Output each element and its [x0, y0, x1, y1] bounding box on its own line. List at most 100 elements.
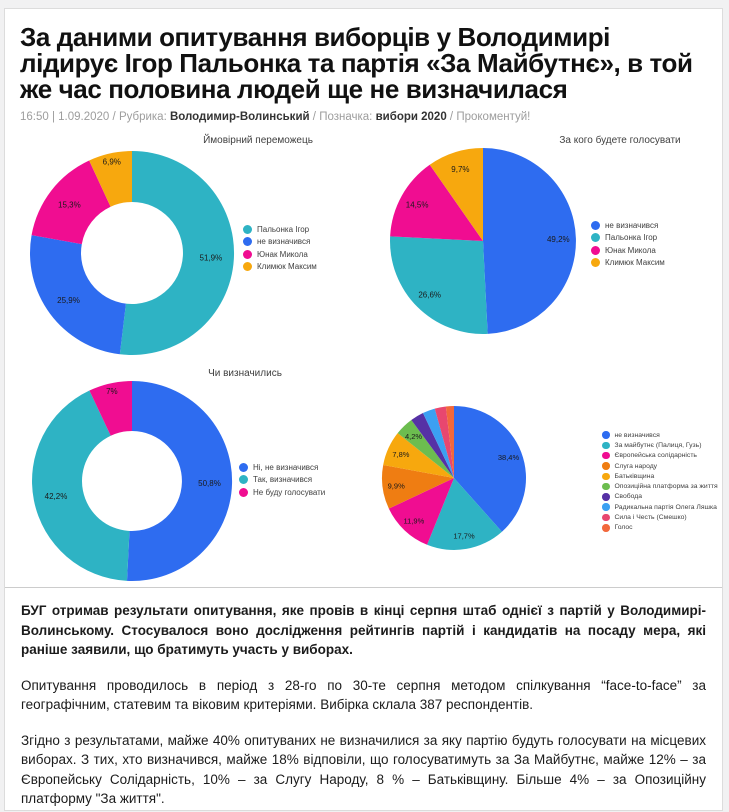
legend-item: Радикальна партія Олега Ляшка — [602, 502, 718, 512]
legend-item: не визначився — [602, 430, 718, 440]
legend-dot-icon — [602, 482, 610, 491]
chart-legend: Ні, не визначився Так, визначився Не буду … — [239, 461, 325, 499]
legend-item: Климюк Максим — [243, 261, 317, 274]
chart-title: Ймовірний переможець — [203, 135, 313, 146]
pie-slice — [445, 406, 454, 478]
legend-dot-icon — [602, 451, 610, 460]
legend-dot-icon — [591, 258, 600, 268]
legend-label: Так, визначився — [253, 475, 313, 485]
slice-percent-label: 7% — [106, 387, 118, 396]
meta-rubric-link[interactable]: Володимир-Волинський — [169, 111, 310, 123]
legend-label: Батьківщина — [614, 472, 655, 480]
slice-percent-label: 25,9% — [57, 296, 80, 305]
pie-slice — [388, 478, 454, 545]
legend-item: Пальонка Ігор — [591, 232, 665, 245]
legend-item: Юнак Микола — [591, 244, 665, 257]
divider — [5, 587, 722, 588]
article-meta: 16:50 | 1.09.2020 / Рубрика: Володимир-В… — [20, 111, 707, 123]
legend-item: не визначився — [243, 236, 317, 249]
chart-who-will-you-vote-for: 49,2% 26,6% 14,5% 9,7% За кого будете голосу… — [369, 131, 729, 359]
legend-label: Свобода — [614, 493, 643, 501]
legend-item: Ні, не визначився — [239, 461, 325, 474]
charts-grid: 51,9% 25,9% 15,3% 6,9% Ймовірний переможець П… — [5, 131, 722, 587]
legend-dot-icon — [243, 224, 252, 234]
chart-legend: Пальонка Ігор не визначився Юнак Микола Кли… — [243, 223, 317, 273]
legend-label: За майбутнє (Палиця, Гузь) — [614, 441, 702, 449]
legend-label: Ні, не визначився — [253, 462, 319, 472]
slice-percent-label: 50,8% — [198, 479, 221, 488]
legend-label: Опозиційна платформа за життя — [614, 483, 718, 491]
pie-slice — [390, 164, 483, 241]
meta-separator: / — [449, 111, 454, 123]
chart-legend: не визначився Пальонка Ігор Юнак Микола Кли… — [591, 219, 665, 269]
meta-tag-label: Позначка: — [319, 111, 373, 123]
legend-label: Європейська солідарність — [614, 452, 697, 460]
legend-label: Голос — [614, 524, 633, 532]
pie-slice — [397, 420, 454, 478]
legend-dot-icon — [591, 233, 600, 243]
slice-percent-label: 9,9% — [388, 482, 405, 491]
legend-label: Юнак Микола — [605, 245, 656, 255]
legend-item: Климюк Максим — [591, 257, 665, 270]
legend-dot-icon — [591, 245, 600, 255]
pie-slice — [390, 236, 488, 334]
legend-item: Так, визначився — [239, 474, 325, 487]
legend-label: Климюк Максим — [257, 262, 317, 272]
legend-item: не визначився — [591, 219, 665, 232]
page-title-line: лідирує Ігор Пальонка та партія «За Майб… — [20, 48, 693, 78]
legend-item: Опозиційна платформа за життя — [602, 481, 718, 491]
page-title-line: же час половина людей ще не визначилася — [20, 74, 568, 104]
legend-label: Пальонка Ігор — [257, 224, 310, 234]
legend-label: Юнак Микола — [257, 249, 308, 259]
legend-label: не визначився — [614, 431, 660, 439]
pie-slice — [31, 160, 111, 245]
slice-percent-label: 4,2% — [405, 432, 422, 441]
legend-label: Радикальна партія Олега Ляшка — [614, 503, 717, 511]
slice-percent-label: 49,2% — [547, 235, 570, 244]
legend-dot-icon — [243, 237, 252, 247]
chart-probable-winner: 51,9% 25,9% 15,3% 6,9% Ймовірний переможець П… — [5, 131, 369, 359]
pie-slice — [422, 408, 454, 478]
slice-percent-label: 26,6% — [418, 290, 441, 299]
pie-svg: 38,4% 17,7% 11,9% 9,9% 7,8% 4,2% — [381, 406, 526, 551]
legend-item: Не буду голосувати — [239, 486, 325, 499]
legend-dot-icon — [602, 472, 610, 481]
legend-dot-icon — [602, 462, 610, 470]
article-body: БУГ отримав результати опитування, яке п… — [5, 588, 722, 809]
legend-dot-icon — [602, 431, 610, 439]
comment-link[interactable]: Прокоментуй! — [456, 111, 531, 123]
legend-item: Батьківщина — [602, 471, 718, 481]
page-title-line: За даними опитування виборців у Володими… — [20, 22, 610, 52]
pie-slice — [32, 390, 130, 581]
chart-legend: не визначився За майбутнє (Палиця, Гузь) Є… — [602, 430, 718, 533]
pie-slice — [429, 148, 483, 241]
pie-slice — [29, 235, 126, 355]
meta-rubric-label: Рубрика: — [118, 111, 167, 123]
pie-svg: 51,9% 25,9% 15,3% 6,9% — [29, 151, 235, 355]
legend-dot-icon — [239, 475, 248, 485]
legend-dot-icon — [243, 262, 252, 272]
legend-label: Не буду голосувати — [253, 487, 326, 497]
pie-slice — [126, 380, 233, 581]
paragraph: Опитування проводилось в період з 28-го … — [21, 677, 706, 713]
slice-percent-label: 9,7% — [451, 165, 469, 174]
meta-separator: / — [312, 111, 316, 123]
legend-label: не визначився — [257, 237, 311, 247]
pie-slice — [119, 151, 235, 355]
slice-percent-label: 6,9% — [103, 157, 121, 166]
meta-datetime: 16:50 | 1.09.2020 — [20, 111, 110, 123]
meta-tag-link[interactable]: вибори 2020 — [375, 111, 447, 123]
pie-slice — [89, 381, 132, 436]
slice-percent-label: 51,9% — [200, 254, 223, 263]
pie-slice — [381, 464, 454, 509]
pie-svg: 50,8% 42,2% 7% — [32, 380, 233, 581]
pie-slice — [89, 151, 132, 207]
page-title: За даними опитування виборців у Володими… — [20, 24, 707, 102]
chart-have-you-decided: 50,8% 42,2% 7% Чи визначились Ні, не визначи… — [5, 359, 369, 587]
paragraph: Згідно з результатами, майже 40% опитува… — [21, 732, 706, 807]
legend-dot-icon — [239, 487, 248, 497]
legend-dot-icon — [602, 441, 610, 450]
legend-item: Європейська солідарність — [602, 451, 718, 461]
legend-item: За майбутнє (Палиця, Гузь) — [602, 440, 718, 450]
legend-dot-icon — [602, 493, 610, 501]
